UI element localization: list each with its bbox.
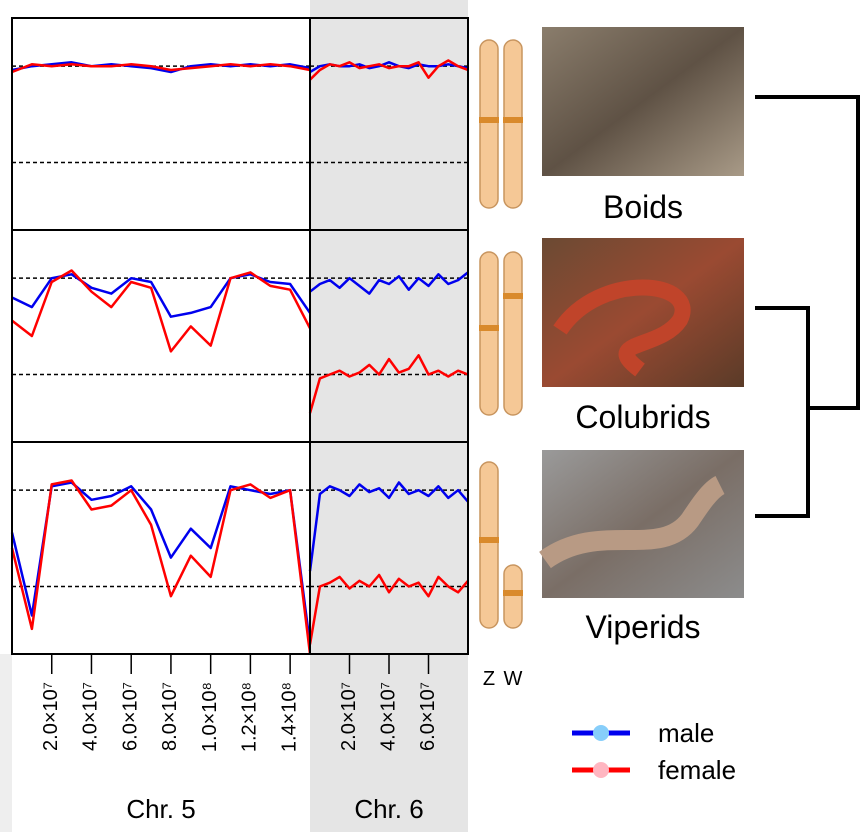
centromere	[479, 537, 499, 543]
series-line	[308, 481, 469, 572]
centromere	[479, 117, 499, 123]
chromosome	[503, 564, 523, 629]
series-line	[11, 63, 311, 74]
snake-shape	[553, 279, 691, 377]
chromosome	[479, 251, 499, 416]
karyotypes	[479, 39, 523, 629]
x-tick-label: 4.0×10⁷	[377, 682, 399, 751]
chromosome	[503, 251, 523, 416]
x-tick-label: 2.0×10⁷	[338, 682, 360, 751]
legend-label: female	[658, 755, 736, 785]
panel-bg	[310, 442, 468, 654]
taxon-label: Colubrids	[575, 399, 710, 435]
centromere	[503, 590, 523, 596]
z-label: Z	[483, 668, 495, 690]
x-tick-label: 1.2×10⁸	[239, 682, 261, 752]
x-tick-label: 8.0×10⁷	[159, 682, 181, 751]
x-tick-label: 1.4×10⁸	[278, 682, 300, 752]
snake-shape	[539, 476, 726, 569]
legend-dot	[593, 762, 609, 778]
panel-bg	[12, 230, 310, 442]
x-tick-label: 6.0×10⁷	[119, 682, 141, 751]
series-line	[308, 354, 469, 414]
viperid-photo	[542, 450, 744, 598]
series-line	[309, 59, 469, 81]
chromosome	[479, 461, 499, 629]
centromere	[503, 293, 523, 299]
panel-bg	[310, 18, 468, 230]
panel-bg	[310, 230, 468, 442]
chromosome	[479, 39, 499, 209]
series-line	[11, 269, 312, 353]
panel-bg	[12, 442, 310, 654]
x-axis-label: Chr. 5	[126, 794, 195, 824]
centromeres	[479, 117, 523, 596]
chromosome	[503, 39, 523, 209]
legend-dot	[593, 725, 609, 741]
w-label: W	[504, 668, 523, 690]
taxon-label: Viperids	[585, 609, 700, 645]
centromere	[503, 117, 523, 123]
series-line	[10, 479, 312, 655]
x-axis-label: Chr. 6	[354, 794, 423, 824]
branch	[755, 95, 860, 410]
boid-photo	[542, 27, 744, 176]
taxon-label: Boids	[603, 189, 683, 225]
branch	[755, 306, 810, 518]
x-tick-label: 6.0×10⁷	[417, 682, 439, 751]
series-line	[309, 271, 469, 295]
x-tick-label: 2.0×10⁷	[40, 682, 62, 751]
centromere	[479, 325, 499, 331]
tree	[755, 95, 860, 518]
x-tick-label: 4.0×10⁷	[80, 682, 102, 751]
x-tick-label: 1.0×10⁸	[199, 682, 221, 752]
panel-bg	[12, 18, 310, 230]
left-strip	[0, 654, 12, 832]
legend-label: male	[658, 718, 714, 748]
series-line	[308, 573, 469, 645]
